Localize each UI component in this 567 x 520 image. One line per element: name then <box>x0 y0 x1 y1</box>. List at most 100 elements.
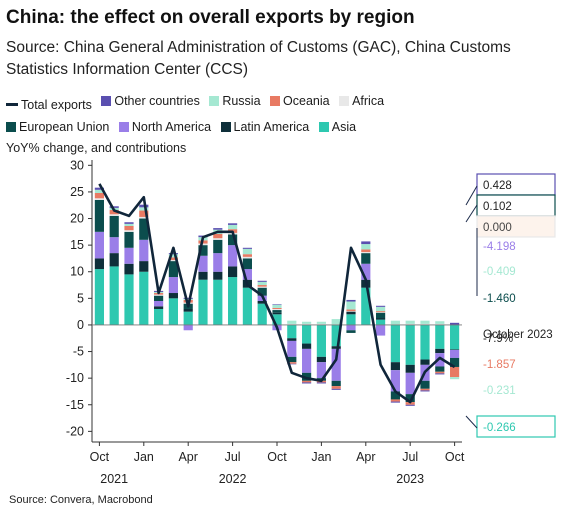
annotation-leader <box>465 185 478 206</box>
legend-label: Africa <box>352 94 385 108</box>
bar-segment-other-countries <box>257 280 267 282</box>
bar-segment-european-union <box>154 295 164 301</box>
annotation-label: -1.857 <box>483 359 516 371</box>
bar-segment-russia <box>331 319 341 325</box>
bar-segment-oceania <box>124 225 134 231</box>
annotation-label: -0.409 <box>483 266 516 278</box>
legend-label: Russia <box>222 94 261 108</box>
bar-segment-oceania <box>450 366 460 378</box>
bar-segment-russia <box>257 281 267 286</box>
bar-segment-latin-america <box>228 266 238 278</box>
bar-segment-africa <box>316 323 326 325</box>
x-tick-label: Apr <box>356 450 375 464</box>
bar-segment-latin-america <box>257 301 267 304</box>
bar-segment-latin-america <box>109 253 119 267</box>
bar-segment-european-union <box>94 199 104 232</box>
bar-segment-european-union <box>331 380 341 387</box>
bar-segment-africa <box>168 260 178 262</box>
bar-segment-russia <box>139 207 149 211</box>
bar-segment-latin-america <box>139 261 149 272</box>
bar-segment-oceania <box>376 311 386 313</box>
bar-segment-north-america <box>435 353 445 367</box>
annotation-label: 0.102 <box>483 201 512 213</box>
bar-segment-european-union <box>405 394 415 403</box>
bar-segment-other-countries <box>420 390 430 392</box>
bar-segment-other-countries <box>390 401 400 403</box>
bar-segment-european-union <box>198 245 208 256</box>
bar-segment-latin-america <box>213 271 223 280</box>
annotation-label: -4.198 <box>483 241 516 253</box>
bar-segment-oceania <box>420 388 430 391</box>
y-tick-label: 25 <box>70 185 84 199</box>
bar-segment-asia <box>168 298 178 325</box>
y-tick-label: -5 <box>73 345 84 359</box>
y-tick-label: 0 <box>77 318 84 332</box>
bar-segment-european-union <box>272 310 282 313</box>
bar-segment-africa <box>376 312 386 313</box>
bar-segment-asia <box>109 266 119 325</box>
bar-segment-africa <box>361 252 371 254</box>
bar-segment-north-america <box>361 263 371 280</box>
legend-item-latin-america: Latin America <box>220 116 309 138</box>
bar-segment-european-union <box>361 253 371 264</box>
bar-segment-russia <box>316 321 326 324</box>
annotation-box <box>476 215 556 238</box>
bar-segment-asia <box>346 314 356 325</box>
bar-segment-latin-america <box>272 312 282 315</box>
bar-segment-russia <box>435 321 445 324</box>
bar-segment-asia <box>272 314 282 325</box>
legend: Total exports Other countries Russia Oce… <box>6 90 486 138</box>
legend-item-russia: Russia <box>209 90 261 112</box>
bar-segment-other-countries <box>213 228 223 230</box>
bar-segment-russia <box>287 320 297 324</box>
bar-segment-russia <box>420 320 430 324</box>
bar-segment-asia <box>331 324 341 347</box>
bar-segment-africa <box>139 216 149 219</box>
bar-segment-asia <box>154 308 164 325</box>
x-tick-label: Jan <box>311 450 331 464</box>
legend-swatch-line <box>6 103 18 106</box>
legend-item-asia: Asia <box>318 116 356 138</box>
bar-segment-other-countries <box>346 299 356 302</box>
legend-swatch <box>339 96 350 106</box>
bar-segment-north-america <box>198 255 208 272</box>
bar-segment-africa <box>213 238 223 240</box>
bar-segment-oceania <box>168 257 178 261</box>
bar-segment-north-america <box>450 349 460 358</box>
x-tick-label: Apr <box>178 450 197 464</box>
bar-segment-africa <box>124 230 134 232</box>
legend-label: European Union <box>19 119 110 134</box>
bar-segment-russia <box>94 189 104 193</box>
x-tick-label: Oct <box>90 450 110 464</box>
bar-segment-other-countries <box>287 363 297 365</box>
bar-segment-north-america <box>228 245 238 267</box>
bar-segment-africa <box>94 198 104 200</box>
bar-segment-africa <box>242 256 252 259</box>
bar-segment-north-america <box>124 247 134 264</box>
bar-segment-other-countries <box>183 297 193 299</box>
legend-swatch <box>101 96 112 106</box>
bar-segment-oceania <box>139 210 149 217</box>
bar-segment-latin-america <box>420 359 430 365</box>
legend-label: North America <box>131 119 212 134</box>
bar-segment-russia <box>228 224 238 230</box>
bar-segment-latin-america <box>405 364 415 373</box>
bar-segment-latin-america <box>124 263 134 275</box>
bar-segment-other-countries <box>139 204 149 208</box>
bar-segment-russia <box>168 254 178 258</box>
bar-segment-africa <box>109 214 119 216</box>
bar-segment-european-union <box>109 215 119 238</box>
bar-segment-latin-america <box>390 362 400 371</box>
legend-item-total-exports: Total exports <box>6 94 92 116</box>
bar-segment-other-countries <box>405 404 415 406</box>
legend-swatch <box>6 121 16 132</box>
annotation-label: -1.460 <box>483 293 516 305</box>
bar-segment-other-countries <box>109 206 119 208</box>
bar-segment-latin-america <box>435 348 445 354</box>
bar-segment-latin-america <box>376 318 386 320</box>
y-tick-label: 10 <box>70 265 84 279</box>
bar-segment-oceania <box>346 309 356 312</box>
chart-subtitle: Source: China General Administration of … <box>6 39 511 78</box>
bar-segment-other-countries <box>124 222 134 224</box>
